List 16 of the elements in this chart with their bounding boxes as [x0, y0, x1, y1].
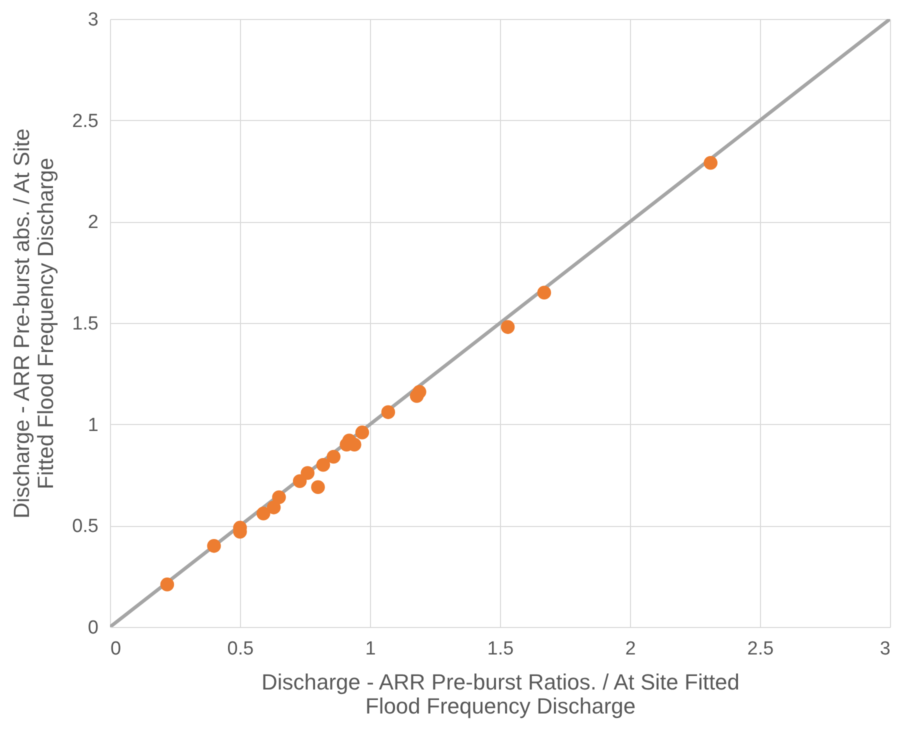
y-tick-label: 0 [88, 618, 98, 638]
x-tick-label: 0.5 [227, 638, 254, 660]
y-tick-label: 1.5 [72, 314, 98, 334]
y-tick-label: 2.5 [72, 110, 98, 132]
y-tick-label: 1 [88, 414, 98, 436]
x-tick-label: 3 [880, 638, 890, 660]
y-axis-title: Discharge - ARR Pre-burst abs. / At Site Fitted Flood Frequency Discharge [9, 128, 58, 519]
y-tick-label: 0.5 [72, 516, 98, 538]
y-tick-label: 2 [88, 212, 98, 234]
x-tick-label: 2.5 [747, 638, 774, 660]
x-axis-title: Discharge - ARR Pre-burst Ratios. / At Site Fitted Flood Frequency Discharge [261, 670, 740, 718]
y-tick-label: 3 [88, 10, 98, 30]
x-tick-label: 0 [110, 638, 122, 660]
x-tick-label: 2 [625, 638, 636, 660]
x-tick-label: 1 [365, 638, 376, 660]
x-tick-label: 1.5 [487, 638, 514, 660]
